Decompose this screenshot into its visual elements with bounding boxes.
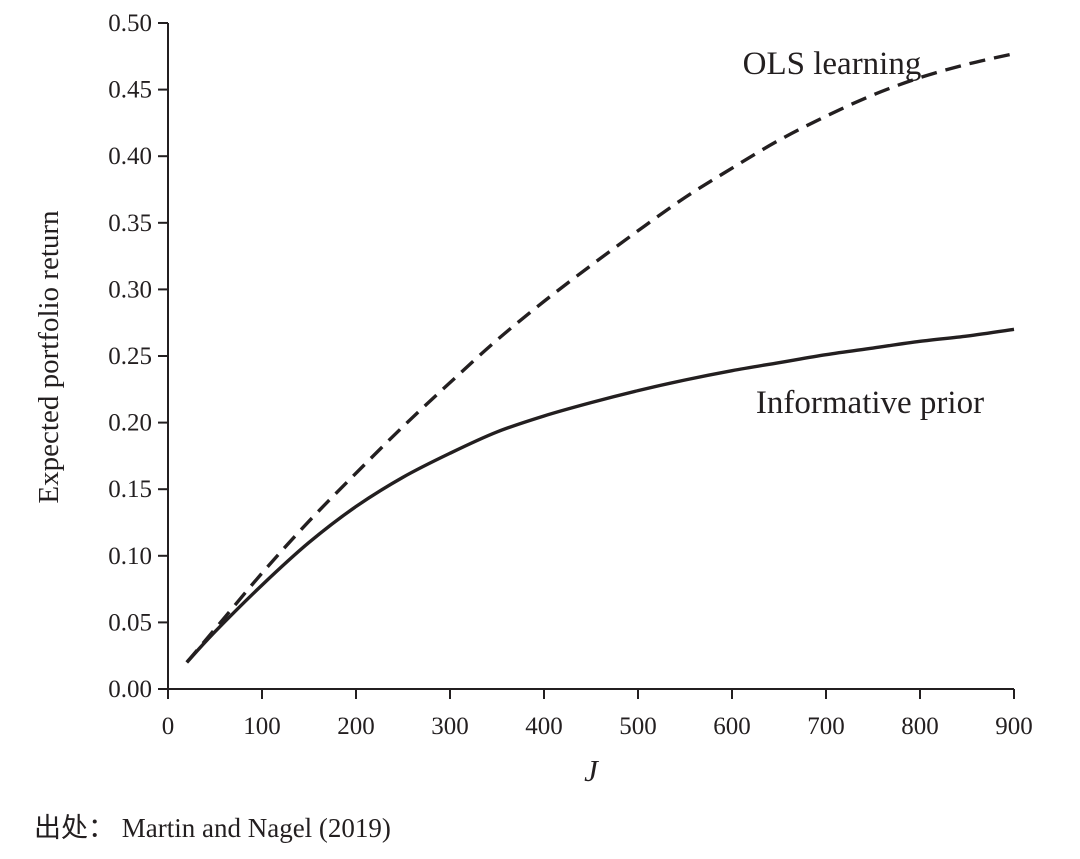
y-tick-label: 0.05	[108, 609, 152, 636]
series-line-informative-prior	[185, 327, 1015, 664]
y-tick-label: 0.45	[108, 77, 152, 104]
y-tick-label: 0.50	[108, 10, 152, 37]
y-tick-label: 0.10	[108, 543, 152, 570]
y-tick-label: 0.40	[108, 143, 152, 170]
x-tick-label: 500	[619, 713, 657, 740]
y-tick-label: 0.00	[108, 676, 152, 703]
chart: 0.00 0.05 0.10 0.15 0.20 0.25 0.30 0.35 0.40 0.45…	[33, 10, 1033, 788]
x-tick-label: 400	[525, 713, 563, 740]
x-axis-label: J	[584, 753, 599, 788]
y-tick-label: 0.35	[108, 210, 152, 237]
y-tick-label: 0.30	[108, 276, 152, 303]
series-label-informative-prior: Informative prior	[756, 385, 984, 421]
y-tick-label: 0.20	[108, 410, 152, 437]
x-axis: 0 100 200 300 400 500 600 700 800 900	[162, 688, 1033, 740]
y-tick-label: 0.15	[108, 476, 152, 503]
x-tick-label: 700	[807, 713, 845, 740]
series-label-ols-learning: OLS learning	[743, 46, 922, 82]
y-axis-label: Expected portfolio return	[33, 210, 65, 504]
series-line-ols-learning	[185, 51, 1015, 664]
source-note: 出处： Martin and Nagel (2019)	[34, 813, 391, 843]
y-axis: 0.00 0.05 0.10 0.15 0.20 0.25 0.30 0.35 0.40 0.45…	[108, 10, 169, 703]
x-tick-label: 600	[713, 713, 751, 740]
x-tick-label: 100	[243, 713, 281, 740]
plot-area	[185, 51, 1015, 664]
y-tick-label: 0.25	[108, 343, 152, 370]
x-tick-label: 200	[337, 713, 375, 740]
x-tick-label: 300	[431, 713, 469, 740]
x-tick-label: 0	[162, 713, 175, 740]
x-tick-label: 800	[901, 713, 939, 740]
x-tick-label: 900	[995, 713, 1033, 740]
